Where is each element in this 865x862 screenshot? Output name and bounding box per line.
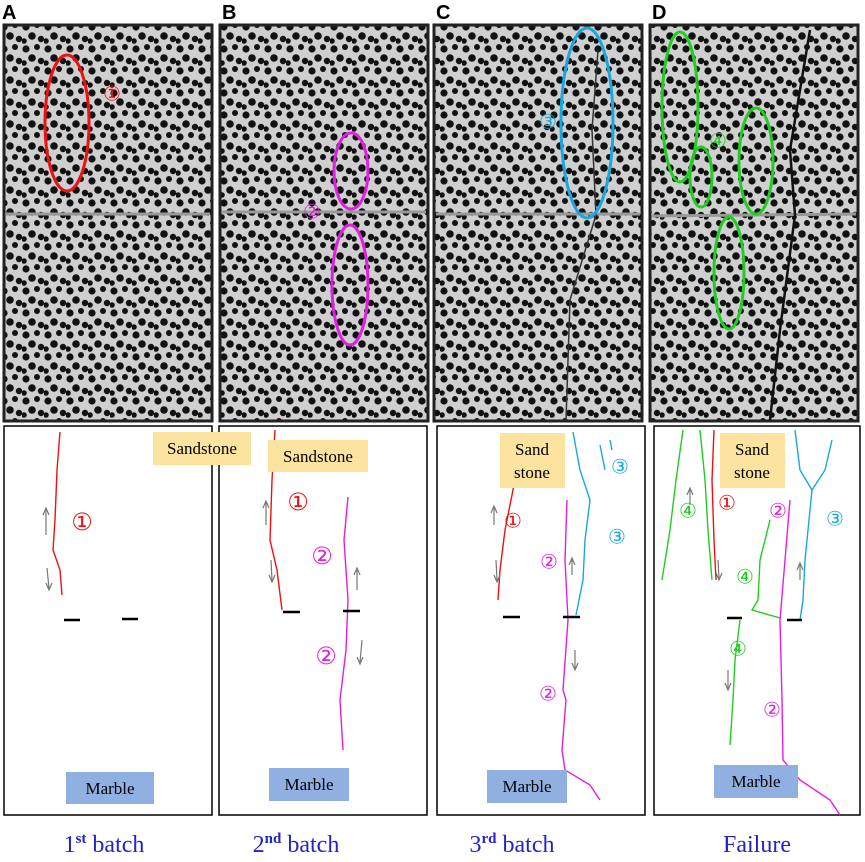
crack-label: ② — [315, 642, 337, 670]
caption: 2nd batch — [253, 831, 340, 858]
panel-letter: B — [222, 2, 236, 24]
rock-label: Sandstone — [167, 439, 237, 458]
arrow — [262, 499, 364, 666]
panel-letter: C — [436, 2, 450, 24]
crack-label: ② — [311, 542, 333, 570]
sketch-frame — [218, 425, 428, 816]
caption: 3rd batch — [470, 831, 555, 858]
ellipse — [660, 30, 700, 184]
photo — [2, 23, 214, 423]
photo-label: ① — [103, 82, 121, 106]
photo-label: ③ — [539, 110, 557, 134]
crack-label: ③ — [826, 507, 844, 531]
crack-label: ① — [287, 488, 309, 516]
rock-box — [269, 768, 349, 801]
crack — [561, 499, 601, 801]
caption-text: batch — [503, 832, 555, 858]
ellipse — [737, 106, 775, 216]
ellipse — [559, 26, 615, 220]
sketch-c: Sand stone ③ ① ③ ② ② Marble — [487, 431, 629, 803]
arrow — [490, 504, 579, 672]
crack — [572, 431, 591, 616]
caption-number: 2 — [253, 832, 265, 858]
rock-label: Sand — [515, 440, 550, 459]
crack — [661, 429, 684, 581]
rock-box — [500, 433, 565, 488]
rock-box — [487, 770, 567, 803]
caption: 1st batch — [64, 831, 145, 858]
rock-box — [714, 765, 798, 798]
crack-label: ② — [540, 550, 558, 574]
crack-label: ① — [718, 491, 736, 515]
ellipse — [332, 131, 370, 211]
rock-label: Sand — [735, 440, 770, 459]
rock-box — [153, 432, 251, 465]
sketch-b: Sandstone ① ② ② Marble — [262, 429, 368, 801]
crack — [711, 429, 717, 581]
crack — [339, 496, 349, 751]
photo — [648, 23, 860, 423]
photo-label: ② — [303, 200, 321, 224]
rock-label: Marble — [85, 779, 134, 798]
crack-label: ② — [763, 698, 781, 722]
arrow — [686, 486, 804, 692]
arrow — [42, 506, 53, 592]
photo-crack — [565, 49, 599, 421]
rock-label: Marble — [284, 775, 333, 794]
crack-label: ④ — [736, 565, 754, 589]
caption-suffix: rd — [482, 831, 498, 847]
crack — [729, 519, 781, 746]
crack-label: ③ — [608, 525, 626, 549]
ellipse — [43, 53, 91, 193]
caption-text: batch — [92, 832, 144, 858]
ellipse — [330, 223, 370, 347]
panel-letter: A — [2, 2, 16, 24]
crack — [699, 429, 713, 581]
caption-number: 3 — [470, 832, 482, 858]
photo-label: ④ — [709, 129, 727, 153]
caption-suffix: nd — [265, 831, 282, 847]
rock-label: Sandstone — [283, 447, 353, 466]
sketch-a: Sandstone ① Marble — [42, 431, 251, 804]
crack — [599, 439, 613, 471]
crack — [52, 431, 63, 596]
panel-letter: D — [652, 2, 666, 24]
crack-label: ① — [504, 509, 522, 533]
caption: Failure — [723, 832, 791, 858]
caption-number: 1 — [64, 832, 76, 858]
caption-suffix: st — [76, 831, 87, 847]
ellipse — [712, 215, 746, 331]
rock-box — [268, 440, 368, 472]
crack-label: ② — [769, 499, 787, 523]
rock-label: Marble — [731, 772, 780, 791]
photos: ① ② ③ ④ — [2, 23, 860, 423]
photo — [218, 23, 430, 423]
sketch-frame — [3, 425, 213, 816]
rock-label: stone — [734, 463, 770, 482]
sketch-d: Sand stone ④ ① ② ③ ④ ④ ② Marble — [661, 429, 844, 816]
crack — [794, 429, 833, 621]
caption-text: batch — [287, 832, 339, 858]
crack-label: ④ — [679, 499, 697, 523]
photo-crack — [768, 29, 812, 421]
ellipse — [688, 145, 714, 209]
rock-box — [66, 772, 154, 804]
crack — [779, 499, 841, 816]
rock-box — [720, 433, 785, 488]
crack-label: ② — [539, 682, 557, 706]
rock-label: stone — [514, 463, 550, 482]
sketch-frame — [436, 425, 646, 816]
crack-label: ④ — [729, 637, 747, 661]
crack-label: ③ — [611, 455, 629, 479]
crack-label: ① — [71, 508, 93, 536]
rock-label: Marble — [502, 777, 551, 796]
photo — [432, 23, 644, 423]
